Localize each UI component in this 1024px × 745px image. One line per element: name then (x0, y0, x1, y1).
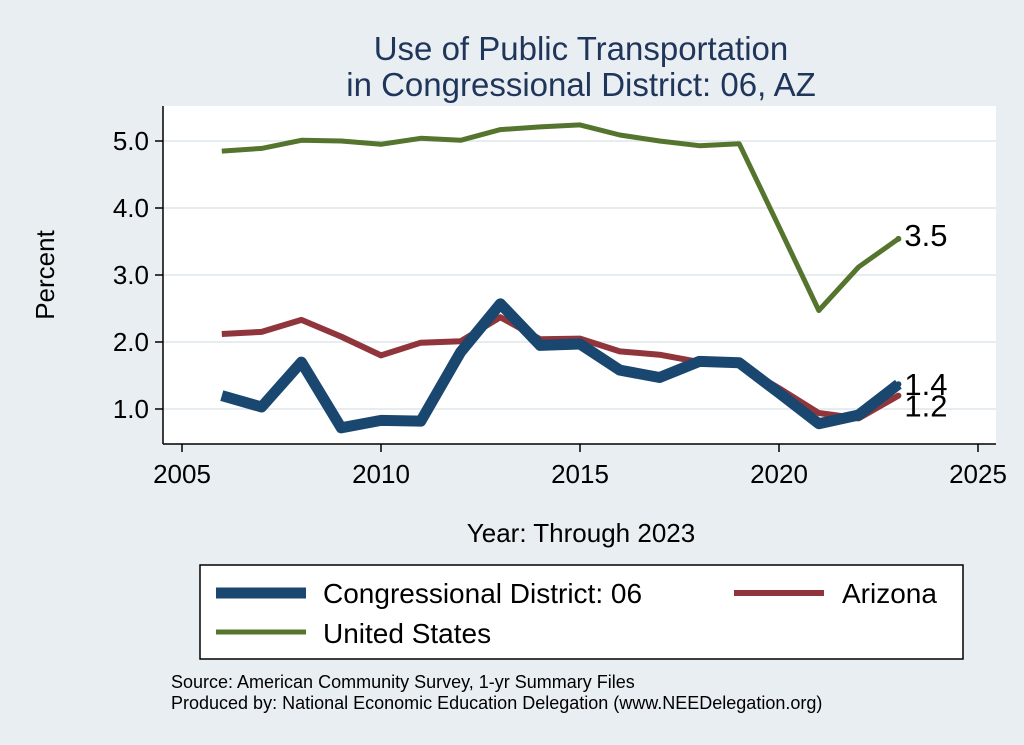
legend-label-district: Congressional District: 06 (323, 578, 642, 609)
end-point (895, 392, 902, 399)
source-line: Source: American Community Survey, 1-yr … (171, 672, 635, 692)
end-label-arizona: 1.2 (904, 389, 947, 424)
y-tick-label: 4.0 (113, 193, 149, 223)
chart-subtitle: in Congressional District: 06, AZ (346, 66, 816, 103)
x-tick-label: 2010 (352, 459, 410, 489)
chart-title: Use of Public Transportation (374, 30, 789, 67)
x-tick-label: 2020 (750, 459, 808, 489)
end-label-district: 1.4 (904, 367, 947, 402)
y-tick-label: 2.0 (113, 327, 149, 357)
x-tick-label: 2005 (153, 459, 211, 489)
series-line-us (221, 122, 900, 313)
series-line-district (220, 298, 902, 434)
y-tick-label: 5.0 (113, 126, 149, 156)
y-tick-label: 3.0 (113, 260, 149, 290)
x-tick-label: 2015 (551, 459, 609, 489)
y-tick-label: 1.0 (113, 394, 149, 424)
end-label-us: 3.5 (904, 218, 947, 253)
end-point (895, 381, 902, 388)
end-point (895, 235, 902, 242)
legend-label-us: United States (323, 618, 491, 649)
x-axis-title: Year: Through 2023 (467, 518, 695, 548)
x-axis: 2005 2010 2015 2020 2025 (153, 443, 1007, 489)
series-lines (220, 122, 902, 434)
legend-box (199, 564, 964, 660)
y-axis: 1.0 2.0 3.0 4.0 5.0 (113, 106, 164, 444)
x-tick-label: 2025 (949, 459, 1007, 489)
end-labels: 1.41.2 3.5 (895, 218, 948, 424)
legend: Congressional District: 06 Arizona Unite… (199, 564, 964, 660)
legend-label-arizona: Arizona (842, 578, 937, 609)
producer-line: Produced by: National Economic Education… (171, 693, 822, 713)
y-axis-title: Percent (30, 229, 60, 319)
